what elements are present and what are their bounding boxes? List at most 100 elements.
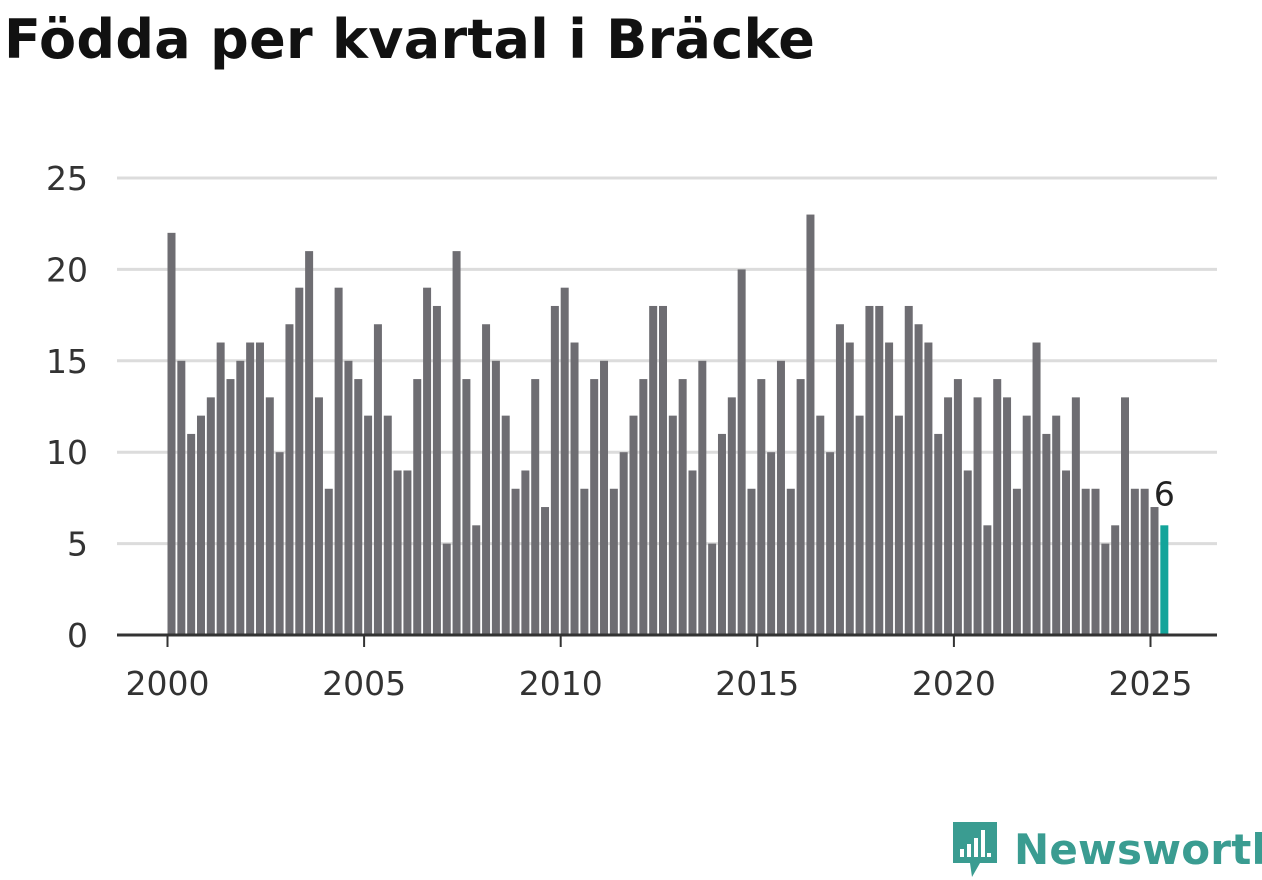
bar bbox=[944, 397, 953, 635]
brand-name: Newsworthy bbox=[1014, 824, 1262, 874]
bar bbox=[1071, 397, 1080, 635]
bar bbox=[295, 287, 304, 635]
bar bbox=[1101, 543, 1110, 635]
bar bbox=[953, 379, 962, 635]
bar bbox=[452, 251, 461, 635]
bar bbox=[894, 415, 903, 635]
y-tick-label: 0 bbox=[67, 616, 88, 655]
bar bbox=[265, 397, 274, 635]
bar bbox=[511, 488, 520, 635]
bar bbox=[1111, 525, 1120, 635]
bar bbox=[914, 324, 923, 635]
bar bbox=[1150, 507, 1159, 635]
bar bbox=[609, 488, 618, 635]
bar bbox=[285, 324, 294, 635]
x-tick-label: 2025 bbox=[1109, 664, 1193, 703]
bar bbox=[904, 305, 913, 635]
bar bbox=[688, 470, 697, 635]
bar bbox=[973, 397, 982, 635]
bar bbox=[570, 342, 579, 635]
data-labels: 6 bbox=[1154, 474, 1175, 513]
bar bbox=[403, 470, 412, 635]
bar bbox=[177, 360, 186, 635]
newsworthy-brand[interactable]: Newsworthy bbox=[950, 818, 1262, 880]
bar bbox=[255, 342, 264, 635]
bar bbox=[423, 287, 432, 635]
bar bbox=[196, 415, 205, 635]
y-tick-label: 10 bbox=[46, 433, 88, 472]
bar bbox=[865, 305, 874, 635]
bar bbox=[187, 433, 196, 635]
bar bbox=[1130, 488, 1139, 635]
bar bbox=[1022, 415, 1031, 635]
bar bbox=[934, 433, 943, 635]
bar bbox=[668, 415, 677, 635]
bar bbox=[1003, 397, 1012, 635]
bar bbox=[334, 287, 343, 635]
bar bbox=[275, 452, 284, 635]
highlight-data-label: 6 bbox=[1154, 474, 1175, 513]
bar bbox=[776, 360, 785, 635]
bar bbox=[521, 470, 530, 635]
bar bbox=[1052, 415, 1061, 635]
bar bbox=[698, 360, 707, 635]
bar bbox=[1081, 488, 1090, 635]
bar bbox=[226, 379, 235, 635]
x-tick-label: 2020 bbox=[912, 664, 996, 703]
y-tick-label: 20 bbox=[46, 250, 88, 289]
bar bbox=[678, 379, 687, 635]
bar bbox=[413, 379, 422, 635]
bar bbox=[659, 305, 667, 635]
x-tick-label: 2015 bbox=[715, 664, 799, 703]
bar bbox=[786, 488, 795, 635]
bars bbox=[167, 214, 1169, 635]
bar bbox=[924, 342, 933, 635]
bar bbox=[796, 379, 805, 635]
bar bbox=[383, 415, 392, 635]
bar bbox=[590, 379, 599, 635]
bar bbox=[747, 488, 756, 635]
bar bbox=[649, 305, 658, 635]
y-tick-label: 15 bbox=[46, 342, 88, 381]
y-axis-ticks: 0 5 10 15 20 25 bbox=[46, 159, 88, 655]
y-tick-label: 5 bbox=[67, 525, 88, 564]
bar bbox=[835, 324, 844, 635]
bar bbox=[1062, 470, 1071, 635]
bar bbox=[216, 342, 225, 635]
bar bbox=[708, 543, 717, 635]
bar bbox=[826, 452, 835, 635]
bar bbox=[1140, 488, 1149, 635]
bar bbox=[206, 397, 215, 635]
bar bbox=[1121, 397, 1130, 635]
bar bbox=[580, 488, 589, 635]
bar bbox=[501, 415, 510, 635]
bar bbox=[855, 415, 864, 635]
bar bbox=[806, 214, 815, 635]
bar bbox=[393, 470, 402, 635]
bar bbox=[845, 342, 854, 635]
x-tick-label: 2000 bbox=[126, 664, 210, 703]
bar bbox=[639, 379, 648, 635]
bar bbox=[354, 379, 363, 635]
bar bbox=[344, 360, 353, 635]
bar bbox=[167, 232, 176, 635]
bar bbox=[717, 433, 726, 635]
bar bbox=[236, 360, 245, 635]
y-tick-label: 25 bbox=[46, 159, 88, 198]
bar bbox=[560, 287, 569, 635]
bar bbox=[531, 379, 540, 635]
newsworthy-logo-icon bbox=[953, 822, 997, 877]
bar bbox=[767, 452, 776, 635]
bar bbox=[472, 525, 481, 635]
bar bbox=[875, 305, 884, 635]
bar bbox=[246, 342, 255, 635]
bar bbox=[305, 251, 314, 635]
bar bbox=[737, 269, 746, 635]
x-tick-label: 2005 bbox=[322, 664, 406, 703]
bar bbox=[314, 397, 323, 635]
bar bbox=[983, 525, 992, 635]
bar bbox=[324, 488, 333, 635]
bar bbox=[364, 415, 373, 635]
bar bbox=[482, 324, 491, 635]
bar bbox=[816, 415, 825, 635]
